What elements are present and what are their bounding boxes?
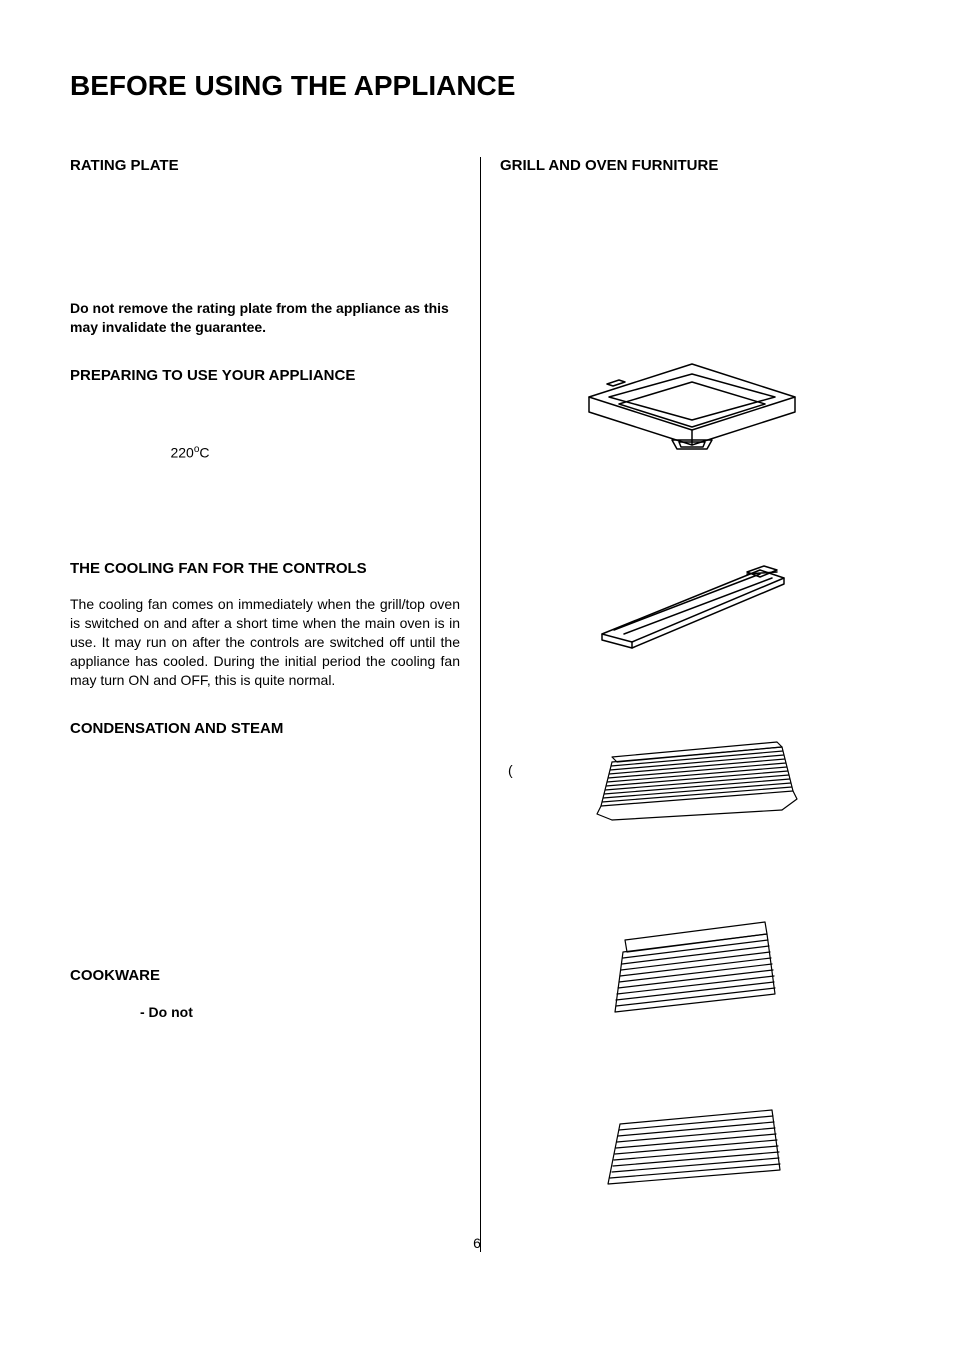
cooling-fan-heading: THE COOLING FAN FOR THE CONTROLS	[70, 560, 460, 577]
preparing-temp-unit: C	[199, 444, 209, 460]
paren-char: (	[508, 762, 513, 778]
left-column: RATING PLATE Do not remove the rating pl…	[70, 157, 460, 1272]
preparing-temp-line: 220oC	[70, 444, 460, 461]
grill-grid-icon	[582, 732, 802, 832]
preparing-heading: PREPARING TO USE YOUR APPLIANCE	[70, 367, 460, 384]
furniture-heading: GRILL AND OVEN FURNITURE	[500, 157, 884, 174]
page-number: 6	[473, 1235, 481, 1251]
rating-plate-heading: RATING PLATE	[70, 157, 460, 174]
preparing-temp-value: 220	[170, 444, 193, 460]
grill-handle-container	[500, 552, 884, 652]
condensation-heading: CONDENSATION AND STEAM	[70, 720, 460, 737]
wire-rack-icon	[592, 1102, 792, 1192]
right-column: GRILL AND OVEN FURNITURE (	[500, 157, 884, 1272]
column-divider	[480, 157, 481, 1252]
grill-pan-icon	[577, 352, 807, 472]
oven-shelf-icon	[597, 912, 787, 1022]
cookware-donot-text: - Do not	[140, 1004, 460, 1020]
rating-plate-warning: Do not remove the rating plate from the …	[70, 299, 460, 337]
wire-rack-container	[500, 1102, 884, 1192]
cooling-fan-text: The cooling fan comes on immediately whe…	[70, 595, 460, 689]
oven-shelf-container	[500, 912, 884, 1022]
cookware-heading: COOKWARE	[70, 967, 460, 984]
grill-handle-icon	[592, 552, 792, 652]
page-title: BEFORE USING THE APPLIANCE	[70, 70, 884, 102]
grill-grid-container	[500, 732, 884, 832]
grill-pan-container	[500, 352, 884, 472]
